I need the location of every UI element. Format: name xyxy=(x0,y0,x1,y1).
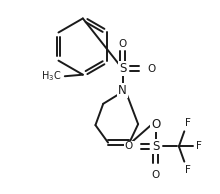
Text: S: S xyxy=(152,140,159,153)
Text: O: O xyxy=(151,170,160,180)
Text: F: F xyxy=(196,141,202,152)
Text: O: O xyxy=(147,64,156,74)
Text: O: O xyxy=(125,141,133,152)
Text: F: F xyxy=(185,165,191,175)
Text: F: F xyxy=(185,118,191,128)
Text: O: O xyxy=(119,39,127,49)
Text: O: O xyxy=(151,118,160,131)
Text: H$_3$C: H$_3$C xyxy=(41,69,62,83)
Text: S: S xyxy=(119,62,126,75)
Text: N: N xyxy=(118,84,127,97)
